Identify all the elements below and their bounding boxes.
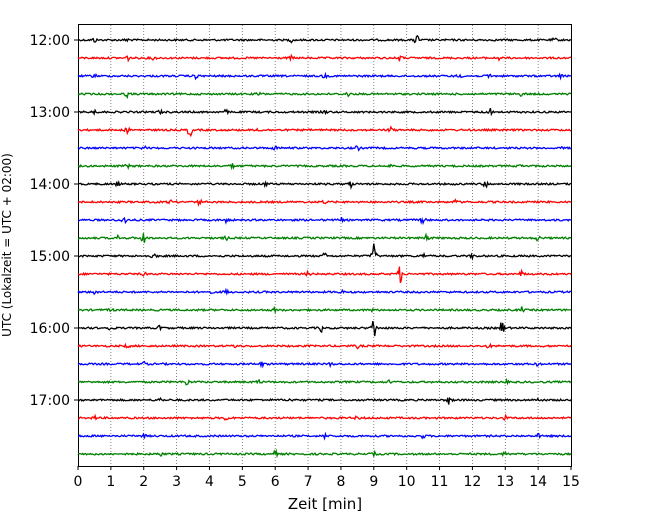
y-tick-label: 14:00 [30,177,70,193]
x-tick-label: 6 [271,474,280,490]
x-axis-ticks: 0 1 2 3 4 5 6 7 8 9 10 11 12 13 14 15 [74,466,580,490]
y-tick-label: 12:00 [30,33,70,49]
seismic-trace [77,431,572,441]
seismic-trace [77,448,572,459]
seismic-trace [77,34,572,44]
x-tick-label: 1 [106,474,115,490]
seismic-trace [77,162,572,171]
seismic-trace [77,321,572,337]
seismic-trace [77,377,572,386]
seismic-trace [77,266,572,284]
seismic-trace [77,179,572,191]
seismic-trace [77,396,572,405]
seismic-trace [77,305,572,315]
y-tick-label: 16:00 [30,321,70,337]
x-tick-label: 9 [369,474,378,490]
x-tick-label: 8 [336,474,345,490]
seismic-trace [77,53,572,63]
y-tick-label: 15:00 [30,249,70,265]
seismic-trace [77,287,572,296]
x-tick-label: 12 [463,474,481,490]
x-tick-label: 0 [74,474,83,490]
seismic-trace [77,125,572,138]
x-tick-label: 13 [496,474,514,490]
x-tick-label: 4 [205,474,214,490]
seismic-trace [77,360,572,369]
y-tick-label: 17:00 [30,393,70,409]
seismic-trace [77,413,572,421]
seismic-trace [78,216,572,226]
seismic-trace [77,145,572,152]
seismic-trace [77,342,572,350]
seismic-trace [77,198,572,208]
x-tick-label: 7 [304,474,313,490]
plot-frame [78,24,572,467]
x-axis-title: Zeit [min] [288,495,362,513]
x-tick-label: 5 [238,474,247,490]
y-tick-label: 13:00 [30,105,70,121]
x-tick-label: 3 [172,474,181,490]
seismic-trace [77,243,572,261]
seismic-trace [77,71,572,81]
x-tick-label: 10 [398,474,416,490]
seismic-trace [77,232,572,243]
seismic-trace [77,91,572,100]
traces [77,34,572,459]
x-tick-label: 2 [139,474,148,490]
y-axis-ticks: 12:00 13:00 14:00 15:00 16:00 17:00 [30,33,78,409]
seismic-trace [77,108,572,117]
x-tick-label: 11 [431,474,449,490]
x-tick-label: 14 [529,474,547,490]
x-tick-label: 15 [562,474,580,490]
y-axis-title: UTC (Lokalzeit = UTC + 02:00) [0,153,14,337]
